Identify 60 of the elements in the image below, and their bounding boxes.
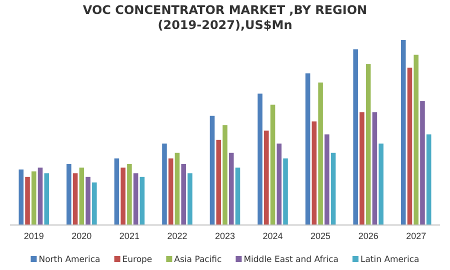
bar [72, 173, 78, 225]
bar [228, 152, 234, 225]
bar [318, 82, 323, 225]
bar [188, 173, 192, 225]
bar [120, 168, 126, 225]
x-tick-label: 2025 [310, 230, 331, 241]
bar [426, 134, 432, 225]
bar [414, 54, 418, 225]
bar [25, 176, 30, 225]
bar [79, 168, 84, 225]
x-tick-label: 2022 [167, 230, 188, 241]
bar [258, 94, 262, 225]
bar [216, 140, 222, 225]
x-tick-label: 2026 [358, 230, 378, 241]
bar [372, 112, 378, 225]
bar [92, 182, 97, 225]
x-tick-label: 2023 [214, 230, 236, 241]
bar [38, 168, 43, 225]
legend-label: North America [38, 255, 100, 265]
bar [407, 68, 412, 225]
bar [86, 176, 90, 225]
bar [127, 164, 132, 225]
bar [324, 134, 330, 225]
x-tick-label: 2019 [24, 230, 44, 241]
bar [140, 176, 145, 225]
x-tick-label: 2021 [119, 230, 140, 241]
bar [174, 152, 180, 225]
bar [312, 121, 317, 225]
bar [360, 112, 364, 225]
bar [353, 49, 358, 225]
bar [276, 144, 282, 225]
bar [18, 170, 24, 225]
bar [168, 158, 174, 225]
bar [210, 116, 215, 225]
bar [283, 158, 288, 225]
bar [222, 125, 228, 225]
bar [32, 171, 36, 225]
legend-label: Asia Pacific [174, 255, 222, 265]
x-tick-label: 2024 [262, 230, 283, 241]
bar [133, 173, 138, 225]
bar [305, 73, 310, 225]
bar [181, 164, 186, 225]
bar [366, 64, 371, 225]
chart-title: VOC CONCENTRATOR MARKET ,BY REGION (2019-2027),US$Mn [82, 3, 368, 32]
bar [114, 158, 120, 225]
x-tick-label: 2027 [406, 230, 426, 241]
bar [330, 152, 336, 225]
legend-label: Europe [122, 255, 152, 265]
bar [378, 144, 384, 225]
bar [162, 144, 167, 225]
bar [270, 104, 276, 225]
bar [420, 101, 425, 225]
x-tick-label: 2020 [72, 230, 92, 241]
bar [264, 130, 269, 225]
bar [66, 164, 72, 225]
bar [235, 168, 240, 225]
bar [400, 40, 406, 225]
bar [44, 173, 50, 225]
legend-label: Latin America [360, 255, 420, 265]
legend-label: Middle East and Africa [244, 255, 338, 265]
